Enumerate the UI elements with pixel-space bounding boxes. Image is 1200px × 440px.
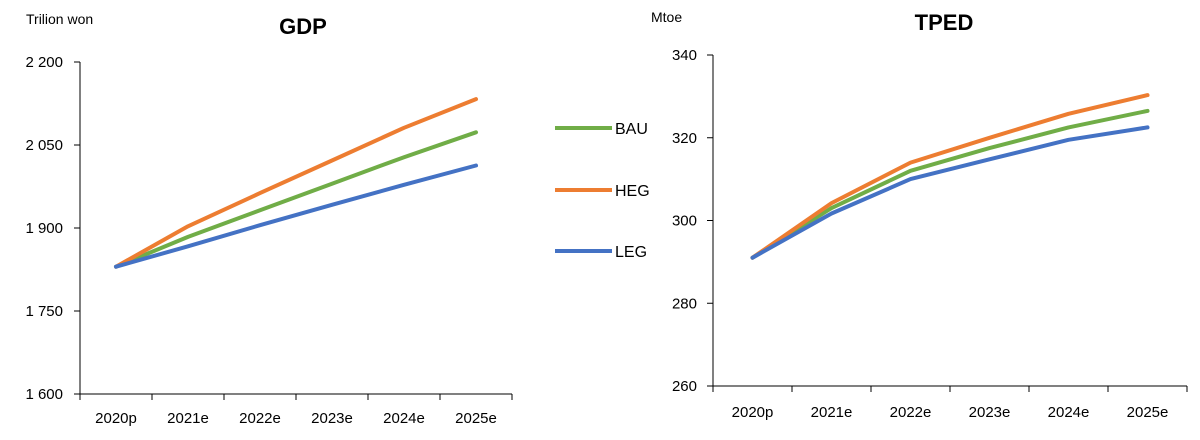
tped-y-ticks: 260 280 300 320 340 <box>672 47 713 395</box>
gdp-y-axis-unit: Trilion won <box>26 11 93 27</box>
tped-y-tick-label: 320 <box>672 130 697 147</box>
legend-item-bau: BAU <box>555 121 648 138</box>
tped-x-tick-label: 2020p <box>732 404 774 421</box>
tped-series-line-bau <box>750 108 1150 260</box>
gdp-series-line-bau <box>114 130 478 269</box>
gdp-chart: GDP Trilion won 1 600 1 750 1 900 2 050 2 20… <box>25 11 513 427</box>
tped-x-tick-label: 2022e <box>890 404 932 421</box>
gdp-series-line-heg <box>114 97 478 269</box>
legend-label-bau: BAU <box>615 121 648 138</box>
gdp-x-tick-label: 2020p <box>95 410 137 427</box>
tped-chart-title: TPED <box>915 10 974 35</box>
legend-label-heg: HEG <box>615 183 650 200</box>
tped-y-tick-label: 300 <box>672 213 697 230</box>
tped-x-tick-label: 2024e <box>1048 404 1090 421</box>
tped-y-axis-unit: Mtoe <box>651 9 682 25</box>
gdp-x-tick-label: 2025e <box>455 410 497 427</box>
tped-x-tick-label: 2025e <box>1127 404 1169 421</box>
gdp-x-tick-label: 2023e <box>311 410 353 427</box>
legend-item-leg: LEG <box>555 244 647 261</box>
tped-x-tick-label: 2023e <box>969 404 1011 421</box>
gdp-y-tick-label: 1 900 <box>25 220 63 237</box>
tped-chart: TPED Mtoe 260 280 300 320 340 2020p 2021e 2022… <box>651 9 1188 421</box>
tped-x-ticks: 2020p 2021e 2022e 2023e 2024e 2025e <box>712 386 1188 421</box>
tped-y-tick-label: 340 <box>672 47 697 64</box>
tped-series-line-leg <box>750 125 1150 260</box>
gdp-x-tick-label: 2021e <box>167 410 209 427</box>
gdp-y-tick-label: 1 750 <box>25 303 63 320</box>
gdp-chart-title: GDP <box>279 14 327 39</box>
tped-y-tick-label: 260 <box>672 378 697 395</box>
gdp-y-tick-label: 2 050 <box>25 137 63 154</box>
gdp-y-ticks: 1 600 1 750 1 900 2 050 2 200 <box>25 54 80 403</box>
gdp-x-tick-label: 2024e <box>383 410 425 427</box>
legend: BAU HEG LEG <box>555 121 650 261</box>
gdp-y-tick-label: 2 200 <box>25 54 63 71</box>
tped-y-tick-label: 280 <box>672 295 697 312</box>
gdp-x-tick-label: 2022e <box>239 410 281 427</box>
gdp-series-line-leg <box>114 163 478 269</box>
tped-series <box>750 93 1150 260</box>
legend-label-leg: LEG <box>615 244 647 261</box>
gdp-series <box>114 97 478 269</box>
legend-item-heg: HEG <box>555 183 650 200</box>
tped-x-tick-label: 2021e <box>811 404 853 421</box>
gdp-y-tick-label: 1 600 <box>25 386 63 403</box>
gdp-x-ticks: 2020p 2021e 2022e 2023e 2024e 2025e <box>79 394 513 427</box>
tped-series-line-heg <box>750 93 1150 260</box>
